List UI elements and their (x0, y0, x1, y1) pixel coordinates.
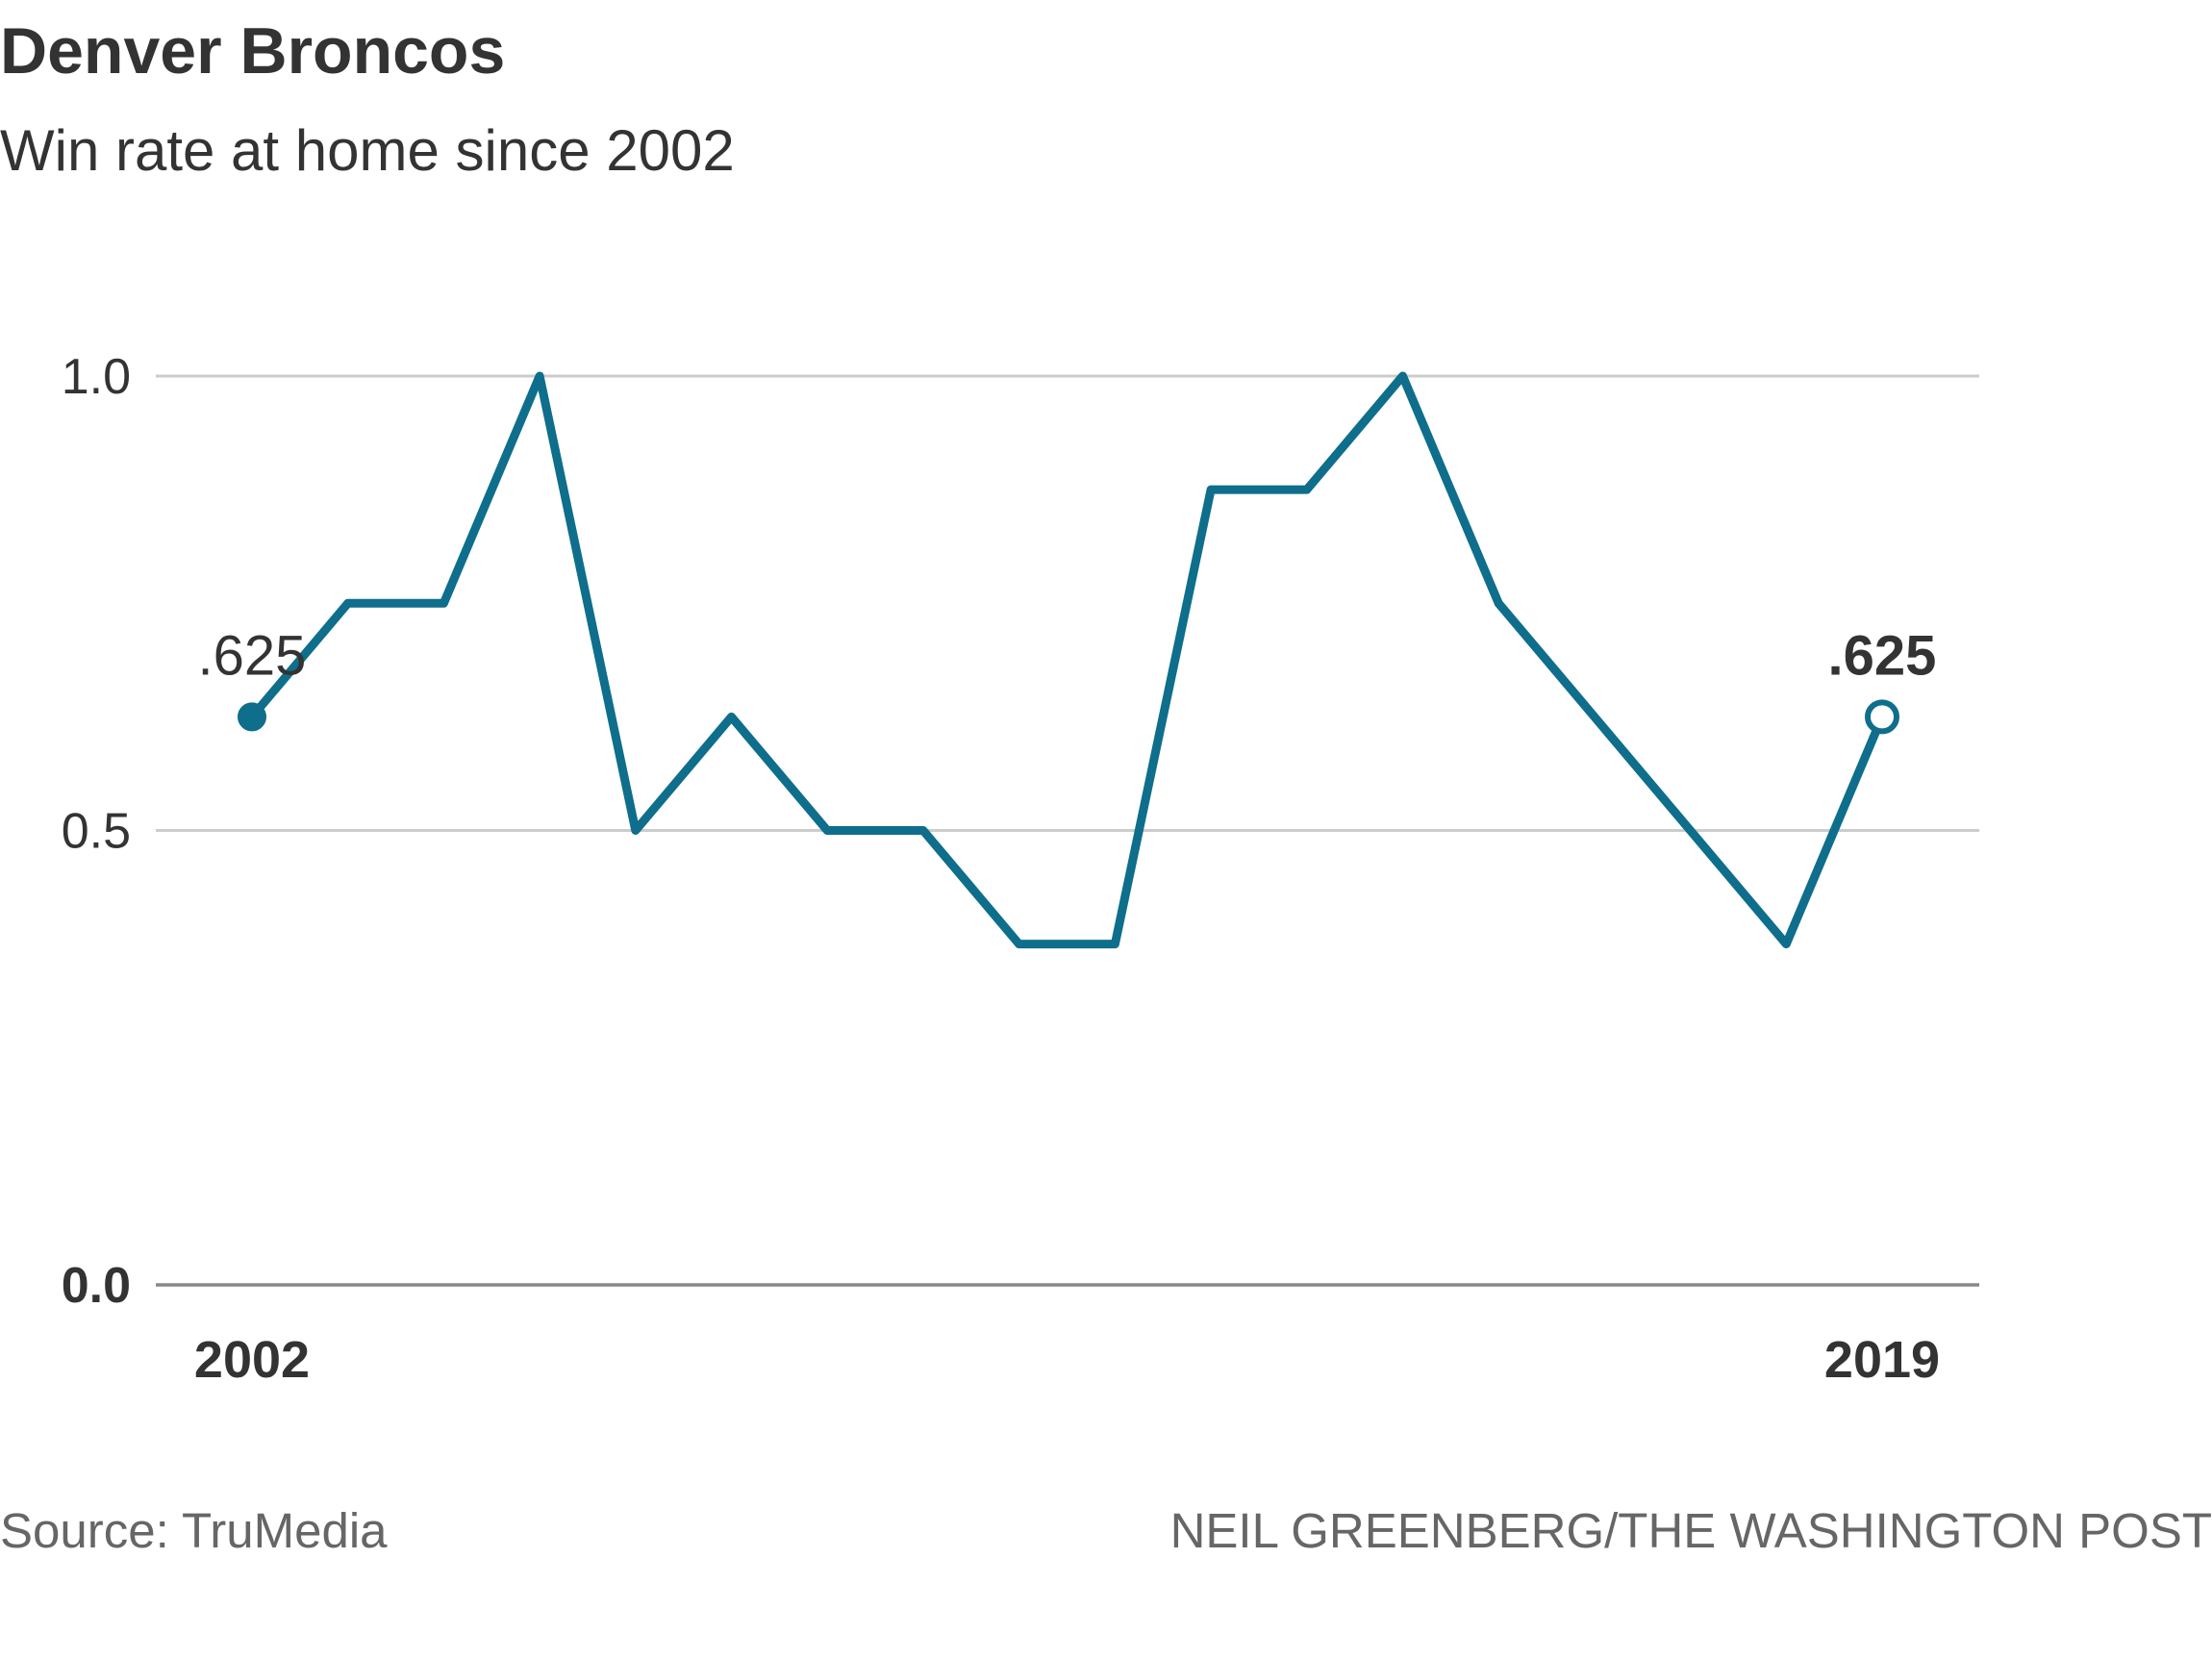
chart-title: Denver Broncos (0, 14, 506, 88)
x-tick-label: 2019 (1824, 1331, 1940, 1389)
y-tick-label: 0.0 (62, 1258, 131, 1314)
y-tick-label: 1.0 (62, 349, 131, 405)
source-note: Source: TruMedia (0, 1503, 388, 1558)
start-value-label: .625 (198, 624, 307, 687)
end-point-marker (1865, 699, 1899, 735)
chart-subtitle: Win rate at home since 2002 (0, 118, 735, 183)
start-point-marker (238, 702, 266, 732)
end-value-label: .625 (1828, 624, 1937, 687)
credit-line: NEIL GREENBERG/THE WASHINGTON POST (1169, 1503, 2212, 1558)
x-tick-label: 2002 (194, 1331, 310, 1389)
y-tick-label: 0.5 (62, 804, 131, 860)
series-line (247, 371, 1887, 949)
